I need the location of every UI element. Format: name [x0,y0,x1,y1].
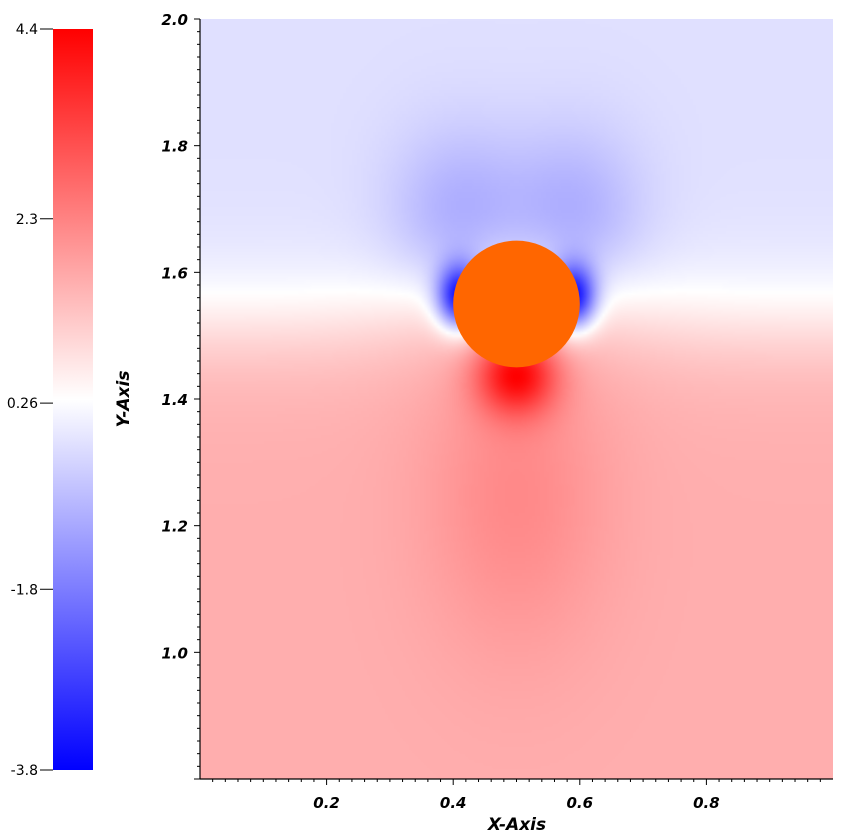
x-tick-label: 0.8 [693,794,720,812]
colorbar-ticks: 4.4 2.3 0.26 -1.8 -3.8 [7,22,53,779]
heatmap-field [200,19,833,779]
colorbar: 4.4 2.3 0.26 -1.8 -3.8 [7,22,93,779]
x-tick-label: 0.4 [440,794,467,812]
axes: 0.2 0.4 0.6 0.8 1.0 1.2 1.4 1.6 1.8 2.0 [161,11,833,812]
circular-obstacle [453,240,580,368]
y-tick-label: 1.8 [161,138,188,156]
y-axis-label: Y-Axis [114,371,134,428]
heatmap-plot-area [200,19,833,779]
colorbar-gradient [53,29,93,770]
y-tick-label: 1.4 [161,391,188,409]
colorbar-tick-label: 2.3 [16,212,38,228]
x-tick-label: 0.2 [313,794,340,812]
y-axis-ticks: 1.0 1.2 1.4 1.6 1.8 2.0 [161,11,200,780]
colorbar-tick-label: 0.26 [7,396,38,412]
colorbar-tick-label: 4.4 [16,22,38,38]
x-axis-ticks: 0.2 0.4 0.6 0.8 [212,779,821,812]
y-tick-label: 1.0 [161,644,188,662]
y-tick-label: 2.0 [161,11,188,29]
y-tick-label: 1.2 [161,518,188,536]
colorbar-tick-label: -3.8 [11,763,38,779]
y-tick-label: 1.6 [161,264,188,282]
x-tick-label: 0.6 [567,794,594,812]
colorbar-tick-label: -1.8 [11,582,38,598]
x-axis-label: X-Axis [487,815,546,835]
